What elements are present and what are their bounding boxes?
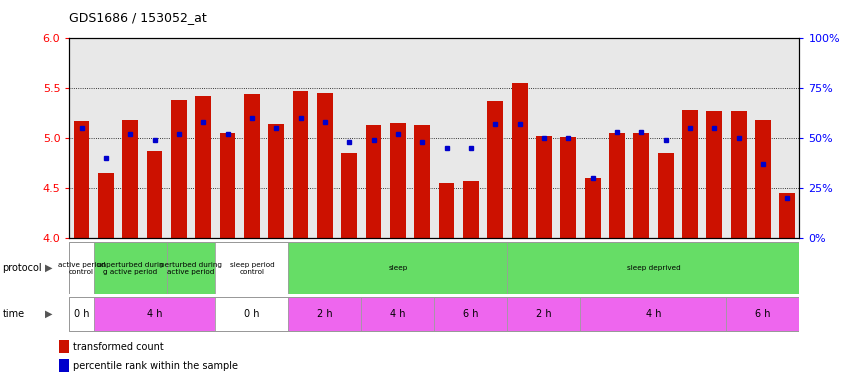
Bar: [706, 111, 722, 238]
Bar: [682, 110, 698, 238]
Text: ▶: ▶: [45, 309, 52, 319]
Bar: [585, 178, 601, 238]
Bar: [634, 133, 649, 238]
Bar: [171, 100, 187, 238]
Text: 2 h: 2 h: [317, 309, 332, 319]
Text: sleep deprived: sleep deprived: [627, 265, 680, 271]
Bar: [341, 153, 357, 238]
Text: ▶: ▶: [45, 263, 52, 273]
Bar: [74, 121, 90, 238]
Bar: [580, 297, 727, 331]
Bar: [361, 297, 434, 331]
Text: percentile rank within the sample: percentile rank within the sample: [73, 361, 238, 370]
Bar: [434, 297, 508, 331]
Bar: [220, 133, 235, 238]
Bar: [439, 183, 454, 238]
Bar: [560, 137, 576, 238]
Bar: [268, 124, 284, 238]
Bar: [94, 297, 216, 331]
Bar: [731, 111, 746, 238]
Bar: [487, 101, 503, 238]
Bar: [59, 359, 69, 372]
Bar: [216, 242, 288, 294]
Bar: [244, 94, 260, 238]
Bar: [288, 242, 508, 294]
Bar: [94, 242, 167, 294]
Bar: [463, 181, 479, 238]
Bar: [216, 297, 288, 331]
Bar: [657, 153, 673, 238]
Text: GDS1686 / 153052_at: GDS1686 / 153052_at: [69, 11, 207, 24]
Text: perturbed during
active period: perturbed during active period: [160, 262, 222, 274]
Bar: [69, 297, 94, 331]
Text: 0 h: 0 h: [244, 309, 260, 319]
Text: time: time: [3, 309, 25, 319]
Bar: [508, 297, 580, 331]
Bar: [146, 151, 162, 238]
Bar: [415, 125, 430, 238]
Text: 4 h: 4 h: [147, 309, 162, 319]
Bar: [317, 93, 332, 238]
Bar: [755, 120, 771, 238]
Text: 2 h: 2 h: [536, 309, 552, 319]
Text: sleep: sleep: [388, 265, 408, 271]
Bar: [536, 136, 552, 238]
Bar: [293, 91, 309, 238]
Bar: [167, 242, 216, 294]
Bar: [195, 96, 212, 238]
Text: 4 h: 4 h: [645, 309, 662, 319]
Bar: [288, 297, 361, 331]
Text: active period
control: active period control: [58, 262, 105, 274]
Bar: [512, 82, 528, 238]
Bar: [609, 133, 625, 238]
Text: unperturbed durin
g active period: unperturbed durin g active period: [97, 262, 163, 274]
Bar: [727, 297, 799, 331]
Text: sleep period
control: sleep period control: [229, 262, 274, 274]
Text: 0 h: 0 h: [74, 309, 90, 319]
Bar: [59, 340, 69, 353]
Text: protocol: protocol: [3, 263, 42, 273]
Bar: [69, 242, 94, 294]
Text: 6 h: 6 h: [463, 309, 479, 319]
Text: transformed count: transformed count: [73, 342, 163, 351]
Text: 6 h: 6 h: [755, 309, 771, 319]
Bar: [779, 193, 795, 238]
Bar: [508, 242, 799, 294]
Bar: [365, 125, 382, 238]
Text: 4 h: 4 h: [390, 309, 406, 319]
Bar: [98, 173, 113, 238]
Bar: [390, 123, 406, 238]
Bar: [123, 120, 138, 238]
